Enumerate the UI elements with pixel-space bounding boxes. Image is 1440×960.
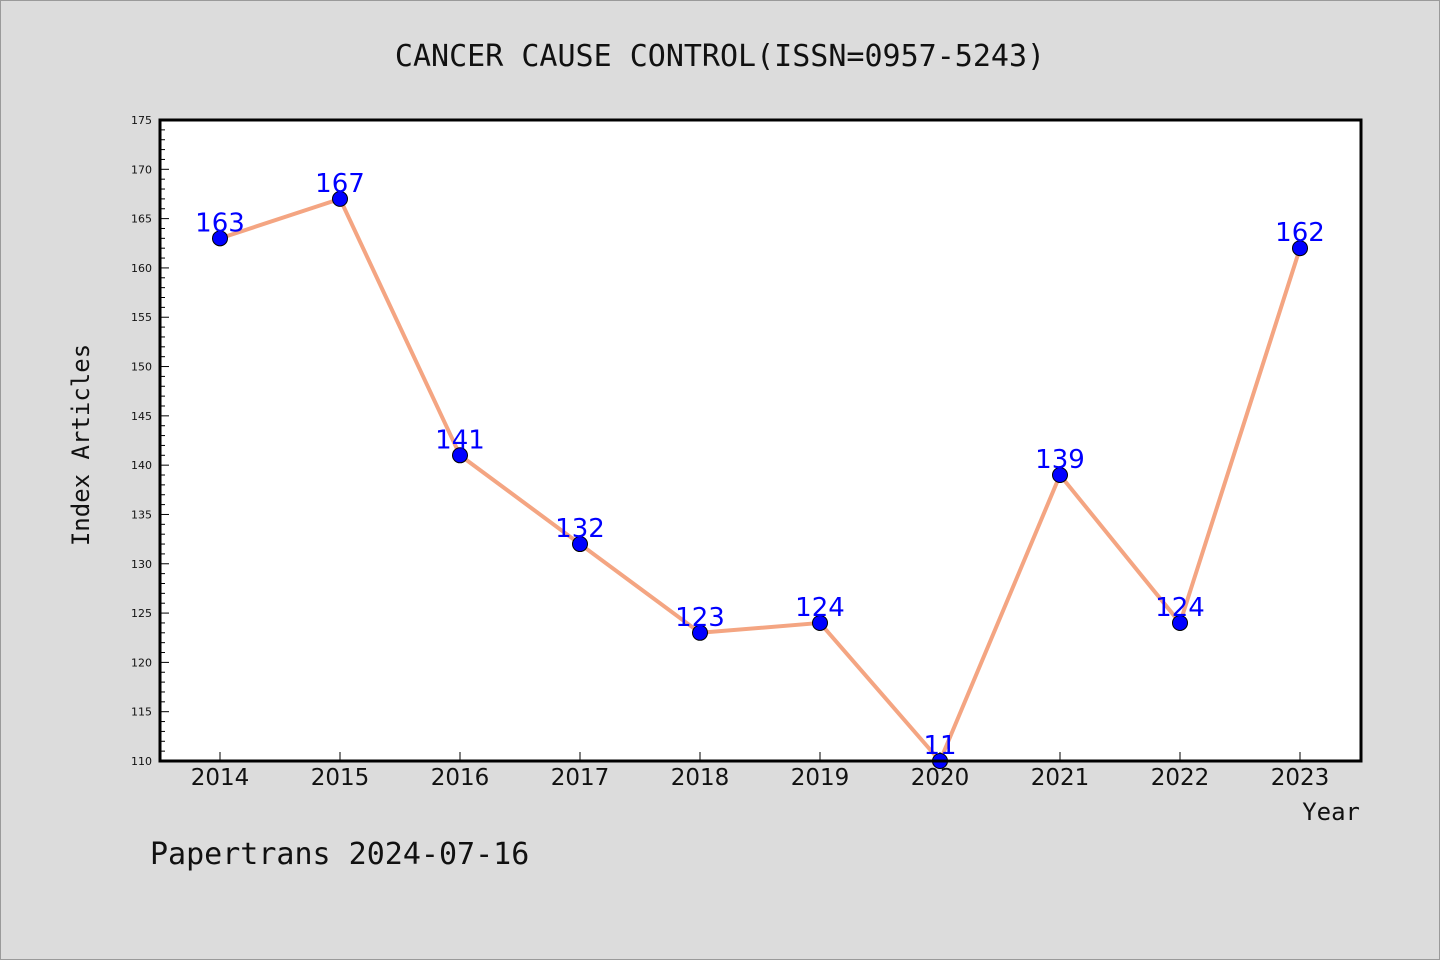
x-axis-ticks: 2014 2015 2016 2017 2018 2019 2020 2021 2022 2023 [191, 752, 1330, 791]
data-label: 162 [1275, 218, 1325, 248]
data-point [1052, 467, 1068, 484]
data-label: 139 [1035, 445, 1085, 475]
data-point [332, 190, 348, 207]
x-tick-label: 2020 [911, 765, 970, 791]
data-label: 123 [675, 603, 725, 633]
data-label: 141 [435, 425, 485, 455]
y-tick-label: 130 [131, 558, 152, 571]
data-point [572, 536, 588, 553]
data-point [1292, 240, 1308, 257]
data-label: 163 [195, 208, 245, 238]
footer-text: Papertrans 2024-07-16 [150, 837, 529, 872]
x-tick-label: 2018 [671, 765, 730, 791]
y-tick-label: 145 [131, 410, 152, 423]
data-label: 11 [923, 731, 956, 761]
plot-area [160, 120, 1361, 761]
y-tick-label: 175 [131, 114, 152, 127]
y-tick-label: 115 [131, 706, 152, 719]
x-tick-label: 2022 [1151, 765, 1210, 791]
y-tick-label: 150 [131, 361, 152, 374]
y-tick-label: 135 [131, 508, 152, 521]
x-tick-label: 2021 [1031, 765, 1090, 791]
y-tick-label: 165 [131, 213, 152, 226]
x-axis-label: Year [1302, 798, 1360, 826]
x-tick-label: 2014 [191, 765, 250, 791]
y-tick-label: 170 [131, 163, 152, 176]
data-point [812, 614, 828, 631]
y-tick-label: 160 [131, 262, 152, 275]
data-label: 124 [1155, 593, 1205, 623]
plot-border [158, 118, 1363, 763]
x-tick-label: 2016 [431, 765, 490, 791]
series-line [219, 196, 1302, 763]
x-tick-label: 2017 [551, 765, 610, 791]
y-tick-label: 110 [131, 755, 152, 768]
data-point [212, 230, 228, 247]
y-axis-label: Index Articles [67, 344, 95, 546]
x-tick-label: 2015 [311, 765, 370, 791]
x-tick-label: 2019 [791, 765, 850, 791]
data-point [692, 624, 708, 641]
x-tick-label: 2023 [1271, 765, 1330, 791]
y-tick-label: 140 [131, 459, 152, 472]
data-point [452, 447, 468, 464]
y-tick-label: 125 [131, 607, 152, 620]
y-tick-label: 120 [131, 656, 152, 669]
data-point [1172, 614, 1188, 631]
data-label: 124 [795, 593, 845, 623]
y-axis-ticks: 110 115 120 125 130 135 140 145 150 155 160 165 170 1… [131, 114, 169, 768]
data-label: 132 [555, 514, 605, 544]
series-layer: 163 167 141 132 123 124 11 139 124 162 [195, 169, 1325, 769]
chart-title: CANCER CAUSE CONTROL(ISSN=0957-5243) [395, 39, 1045, 74]
y-tick-label: 155 [131, 311, 152, 324]
data-label: 167 [315, 169, 365, 199]
